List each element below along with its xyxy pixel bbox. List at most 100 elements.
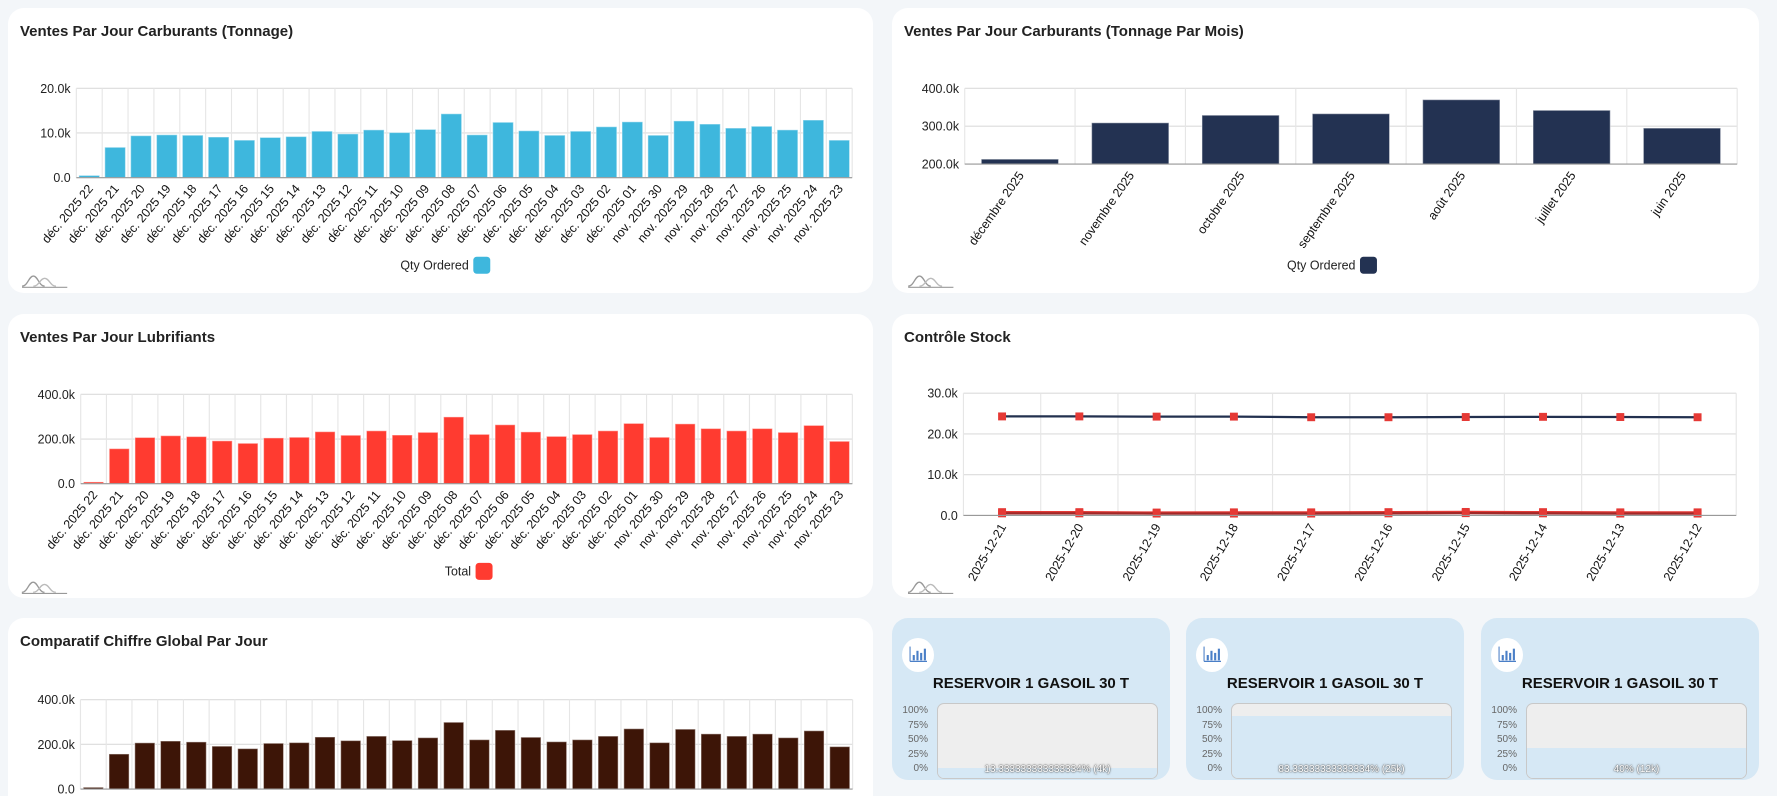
bar[interactable] [237,442,259,485]
data-point-marker[interactable] [1693,509,1702,518]
bar[interactable] [104,146,127,179]
bar[interactable] [569,130,592,179]
data-point-marker[interactable] [1693,413,1702,422]
bar[interactable] [155,134,178,179]
bar[interactable] [417,737,439,790]
bar[interactable] [443,416,465,485]
bar[interactable] [520,736,542,790]
bar[interactable] [185,436,208,485]
bar[interactable] [673,120,695,179]
bar[interactable] [623,728,645,790]
bar[interactable] [621,121,644,179]
bar[interactable] [259,136,282,179]
bar[interactable] [647,134,670,179]
legend-swatch[interactable] [475,562,493,580]
bar[interactable] [828,139,851,179]
bar[interactable] [571,739,593,790]
bar[interactable] [314,431,336,485]
data-point-marker[interactable] [1229,509,1238,518]
bar[interactable] [492,121,514,179]
bar[interactable] [1422,99,1501,165]
bar[interactable] [263,437,285,485]
bar[interactable] [311,130,333,179]
bar[interactable] [751,427,773,485]
bar[interactable] [181,134,204,179]
bar[interactable] [211,440,233,485]
bar[interactable] [391,434,413,485]
data-point-marker[interactable] [1461,509,1470,518]
bar[interactable] [494,729,516,790]
bar[interactable] [545,435,568,485]
bar[interactable] [700,733,722,790]
bar[interactable] [237,748,259,790]
bar[interactable] [108,448,130,485]
bar[interactable] [314,736,336,790]
bar[interactable] [159,740,182,790]
data-point-marker[interactable] [1152,412,1161,421]
bar[interactable] [207,136,230,179]
bar[interactable] [233,139,256,179]
data-point-marker[interactable] [1152,509,1161,518]
data-point-marker[interactable] [1616,413,1625,421]
data-point-marker[interactable] [998,412,1007,421]
bar[interactable] [160,435,182,485]
data-point-marker[interactable] [1075,412,1084,421]
bar[interactable] [443,721,465,790]
bar[interactable] [1201,114,1280,165]
data-point-marker[interactable] [1616,509,1625,518]
bar[interactable] [417,431,439,485]
bar[interactable] [777,431,799,485]
bar[interactable] [648,742,671,790]
bar[interactable] [777,737,799,790]
bar[interactable] [468,739,491,790]
bar[interactable] [288,742,310,790]
bar[interactable] [336,133,359,179]
bar[interactable] [980,158,1060,165]
bar[interactable] [674,728,696,790]
data-point-marker[interactable] [1539,412,1547,421]
bar[interactable] [803,730,825,790]
bar[interactable] [648,436,671,485]
bar[interactable] [1311,113,1391,165]
bar[interactable] [130,135,152,179]
bar[interactable] [803,424,825,485]
bar[interactable] [108,753,130,790]
data-point-marker[interactable] [1075,509,1084,518]
legend-swatch[interactable] [1359,256,1377,274]
bar[interactable] [288,436,310,485]
bar[interactable] [674,423,696,485]
bar[interactable] [829,746,851,790]
bar[interactable] [750,125,773,179]
bar[interactable] [1642,127,1722,165]
bar[interactable] [828,440,851,485]
bar[interactable] [134,436,156,485]
bar[interactable] [414,128,437,179]
bar[interactable] [211,745,233,790]
bar[interactable] [726,430,748,485]
bar[interactable] [440,113,463,179]
bar[interactable] [1091,122,1170,165]
bar[interactable] [468,433,490,485]
data-point-marker[interactable] [998,509,1007,518]
data-point-marker[interactable] [1307,509,1316,518]
bar[interactable] [699,123,721,179]
bar[interactable] [776,129,799,179]
bar[interactable] [388,131,411,179]
bar[interactable] [751,733,774,790]
bar[interactable] [262,742,285,790]
bar[interactable] [520,431,542,485]
bar[interactable] [517,130,540,179]
data-point-marker[interactable] [1229,412,1238,421]
legend-swatch[interactable] [473,256,491,274]
bar[interactable] [365,735,388,790]
bar[interactable] [571,433,593,485]
bar[interactable] [494,424,516,485]
bar[interactable] [597,430,619,485]
bar[interactable] [134,742,156,790]
bar[interactable] [340,434,362,485]
data-point-marker[interactable] [1384,509,1393,518]
bar[interactable] [340,739,362,790]
data-point-marker[interactable] [1307,413,1316,422]
bar[interactable] [802,119,825,179]
bar[interactable] [185,741,207,790]
